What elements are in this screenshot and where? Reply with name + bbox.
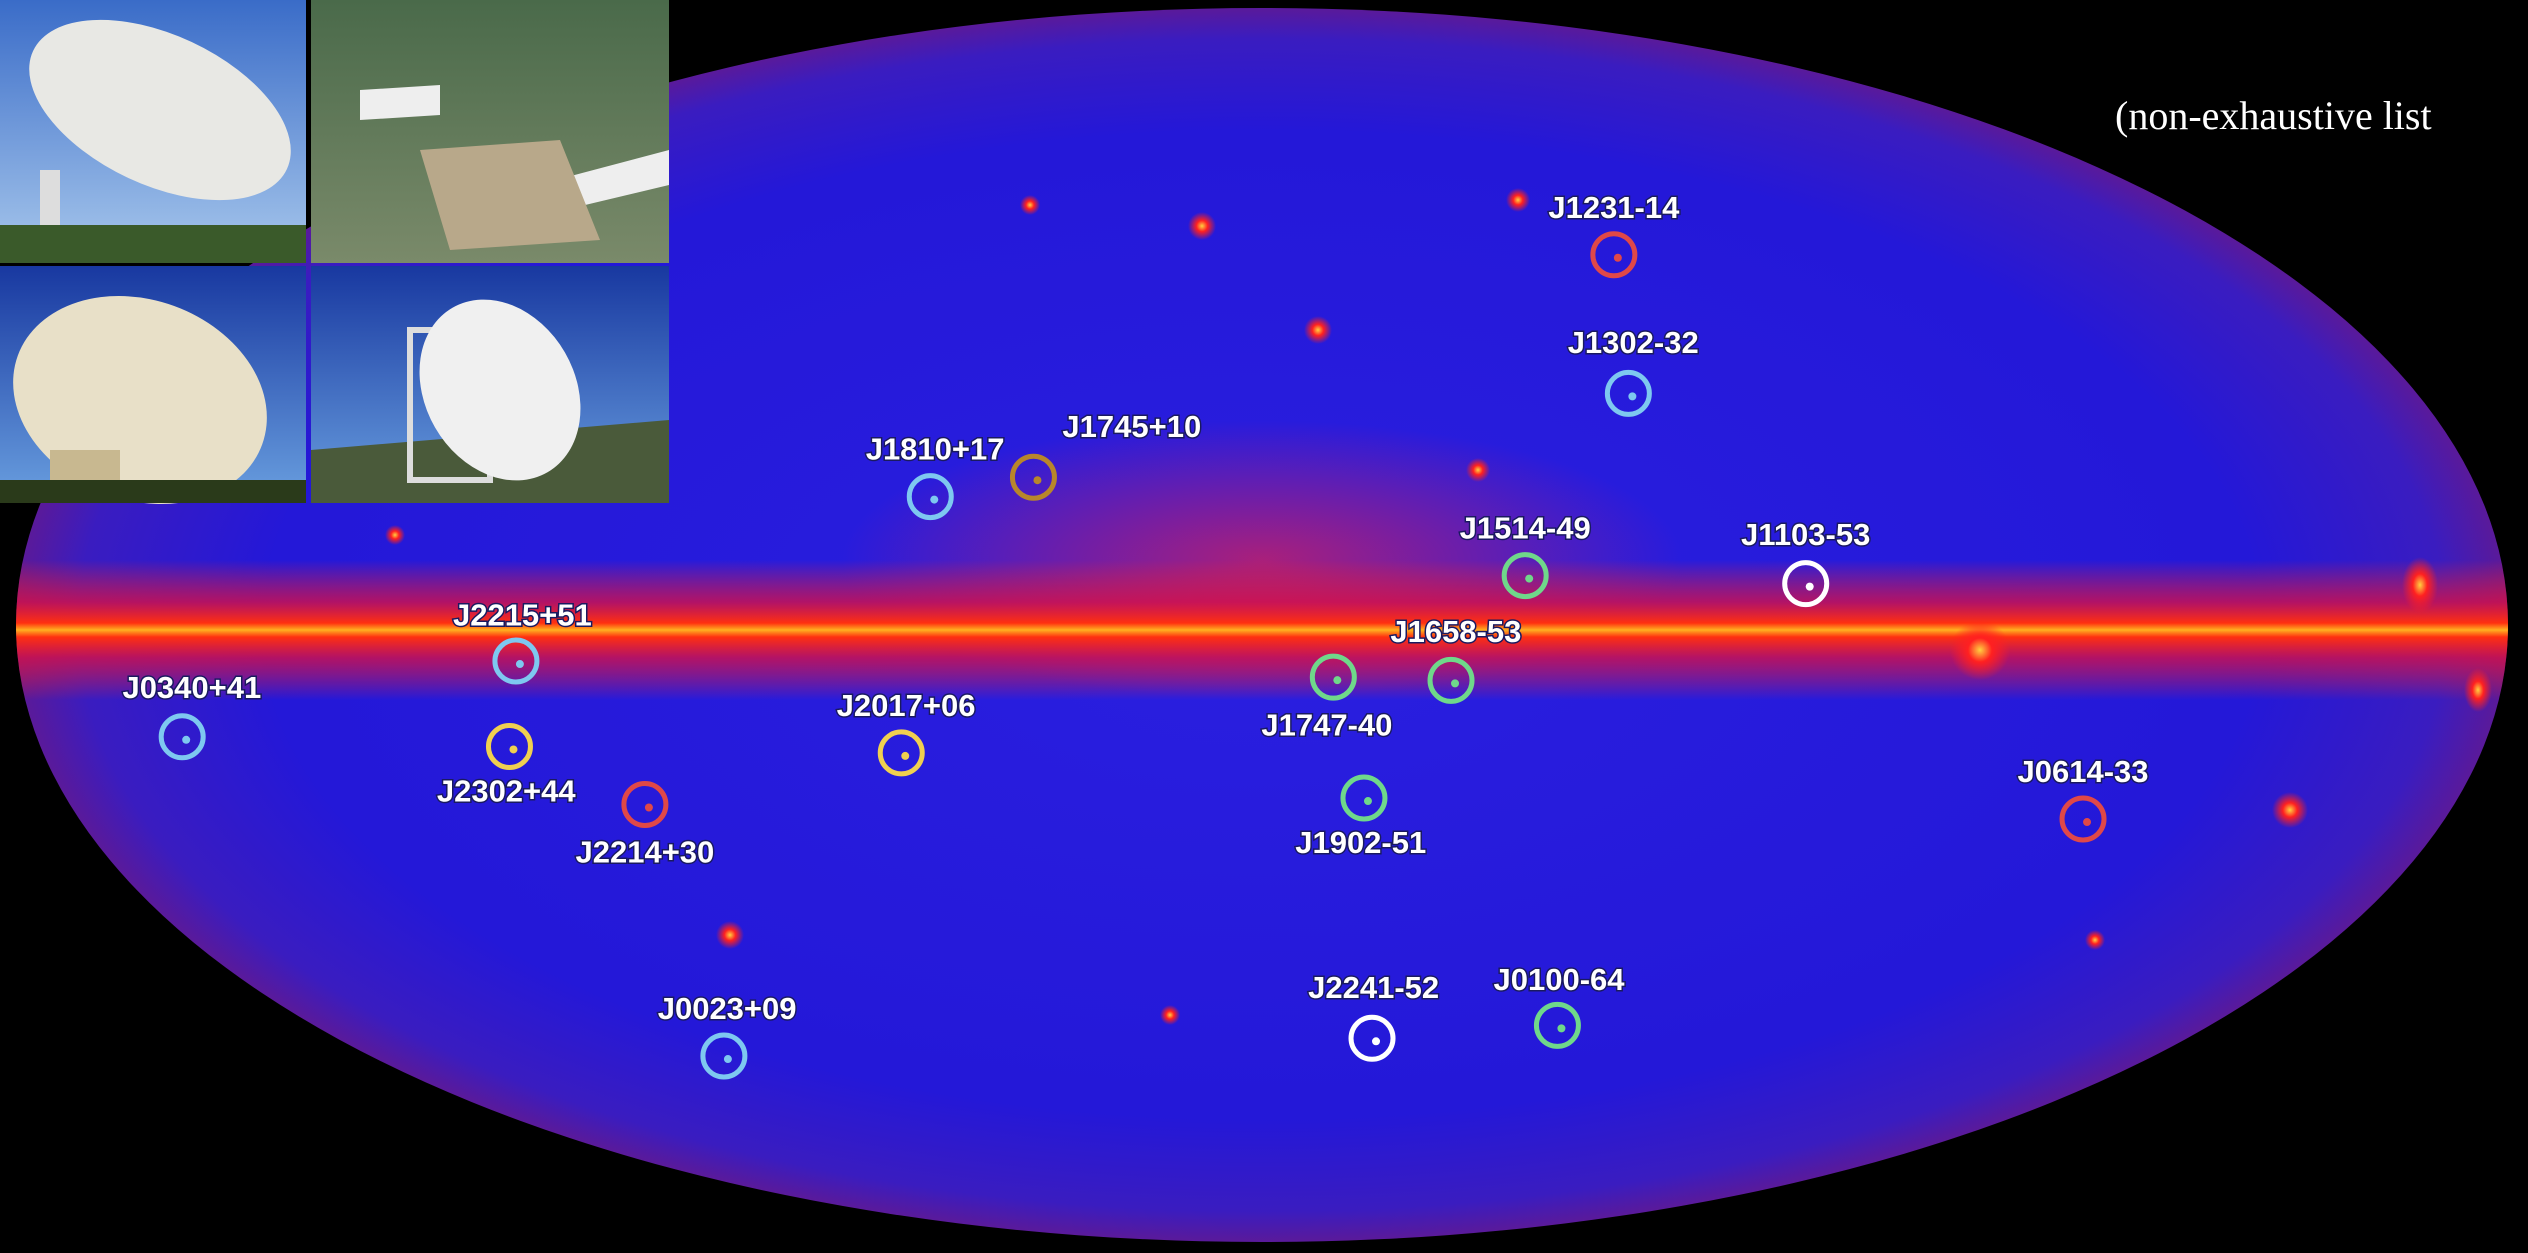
pulsar-marker bbox=[700, 1032, 748, 1080]
pulsar-core bbox=[1363, 797, 1372, 806]
pulsar-marker bbox=[1533, 1001, 1581, 1049]
pulsar-label: J1810+17 bbox=[866, 432, 1005, 467]
pulsar-core bbox=[1451, 679, 1460, 688]
pulsar-core bbox=[1372, 1037, 1381, 1046]
pulsar-label: J1302-32 bbox=[1568, 325, 1699, 360]
pulsar-label: J1103-53 bbox=[1741, 517, 1870, 552]
pulsar-core bbox=[1613, 253, 1622, 262]
pulsar-core bbox=[1805, 582, 1814, 591]
pulsar-label: J2302+44 bbox=[437, 773, 577, 808]
pulsar-core bbox=[930, 495, 939, 504]
pulsar-label: J1902-51 bbox=[1295, 825, 1426, 860]
pulsar-core bbox=[644, 803, 653, 812]
pulsar-marker bbox=[1782, 560, 1830, 608]
pulsar-marker bbox=[2059, 795, 2107, 843]
pulsar-marker bbox=[492, 637, 540, 685]
pulsar-label: J2017+06 bbox=[837, 688, 976, 723]
note: (non-exhaustive list bbox=[2115, 93, 2432, 138]
pulsar-marker bbox=[1348, 1014, 1396, 1062]
pulsar-core bbox=[1628, 392, 1637, 401]
pulsar-label: J2215+51 bbox=[453, 598, 592, 633]
pulsar-core bbox=[1033, 476, 1042, 485]
pulsar-marker bbox=[1604, 369, 1652, 417]
pulsar-label: J1747-40 bbox=[1261, 707, 1392, 742]
pulsar-marker bbox=[1590, 231, 1638, 279]
pulsar-core bbox=[2083, 818, 2092, 827]
pulsar-label: J1745+10 bbox=[1062, 409, 1201, 444]
pulsar-marker bbox=[621, 781, 669, 829]
pulsar-marker bbox=[1501, 552, 1549, 600]
pulsar-label: J1658-53 bbox=[1390, 614, 1521, 649]
pulsar-label: J1514-49 bbox=[1460, 511, 1591, 546]
pulsar-core bbox=[1557, 1024, 1566, 1033]
pulsar-core bbox=[723, 1055, 732, 1064]
pulsar-marker bbox=[1309, 653, 1357, 701]
pulsar-marker bbox=[906, 473, 954, 521]
pulsar-marker bbox=[485, 722, 533, 770]
pulsar-label: J2241-52 bbox=[1308, 970, 1439, 1005]
pulsar-label: J0340+41 bbox=[122, 670, 261, 705]
pulsar-label: J0023+09 bbox=[658, 991, 797, 1026]
pulsar-marker bbox=[1009, 453, 1057, 501]
pulsar-label: J2214+30 bbox=[575, 835, 714, 870]
pulsar-core bbox=[1525, 574, 1534, 583]
pulsar-marker bbox=[1427, 656, 1475, 704]
pulsar-marker bbox=[877, 729, 925, 777]
pulsar-core bbox=[182, 735, 191, 744]
telescope-photos bbox=[0, 0, 669, 504]
pulsar-marker bbox=[158, 713, 206, 761]
pulsar-core bbox=[901, 751, 910, 760]
pulsar-label: J1231-14 bbox=[1548, 190, 1680, 225]
pulsar-core bbox=[1333, 676, 1342, 685]
pulsar-label: J0614-33 bbox=[2018, 754, 2149, 789]
pulsar-label: J0100-64 bbox=[1494, 962, 1626, 997]
pulsar-core bbox=[509, 745, 518, 754]
pulsar-core bbox=[515, 660, 524, 669]
pulsar-marker bbox=[1340, 774, 1388, 822]
